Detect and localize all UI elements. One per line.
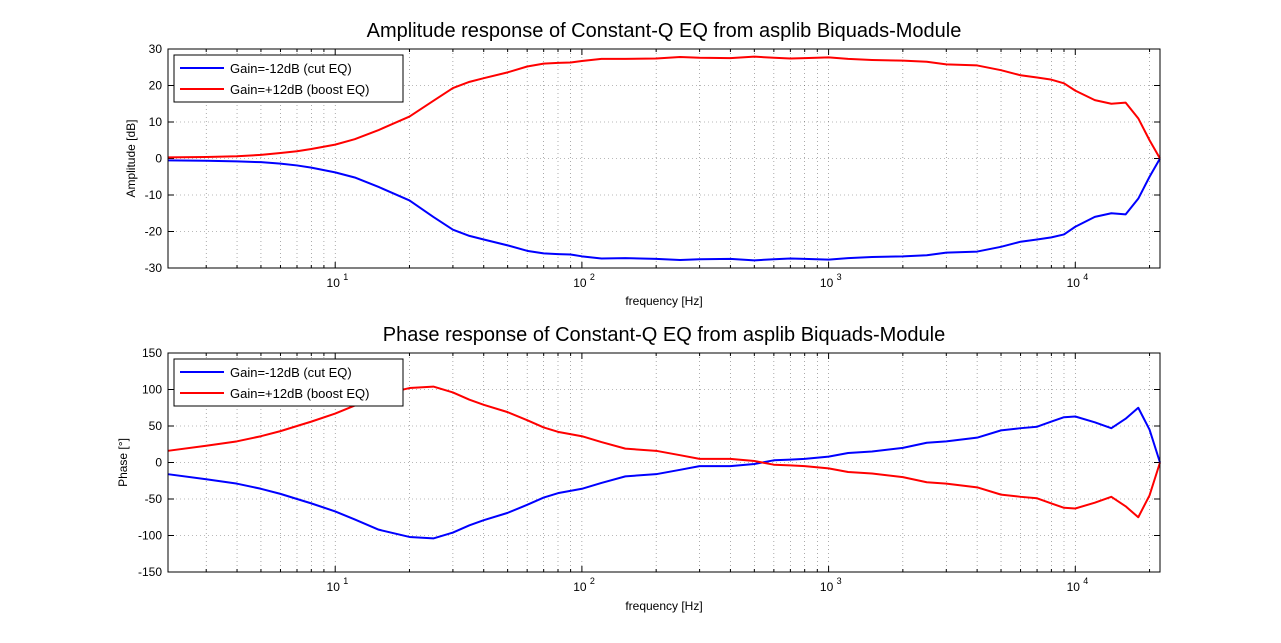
legend-item: Gain=+12dB (boost EQ) [180, 82, 369, 97]
y-tick-label: 20 [149, 79, 163, 93]
y-tick-label: 10 [149, 115, 163, 129]
x-tick-label: 10 4 [1067, 576, 1089, 594]
x-tick-label: 10 1 [327, 272, 349, 290]
legend-item: Gain=-12dB (cut EQ) [180, 365, 352, 380]
legend-item: Gain=-12dB (cut EQ) [180, 61, 352, 76]
chart-title: Phase response of Constant-Q EQ from asp… [383, 324, 946, 346]
x-tick-label-base: 10 [820, 580, 834, 594]
y-tick-label: -10 [145, 188, 163, 202]
x-tick-label-exponent: 3 [837, 576, 842, 586]
y-tick-label: -20 [145, 225, 163, 239]
x-tick-label-base: 10 [1067, 276, 1081, 290]
legend-label: Gain=+12dB (boost EQ) [230, 386, 369, 401]
y-tick-label: 0 [155, 152, 162, 166]
y-tick-label: 30 [149, 42, 163, 56]
x-tick-label-exponent: 4 [1083, 272, 1088, 282]
legend-label: Gain=-12dB (cut EQ) [230, 61, 352, 76]
y-axis-label: Amplitude [dB] [124, 119, 138, 197]
axes-box [167, 48, 1161, 269]
x-tick-label-exponent: 1 [343, 576, 348, 586]
x-tick-label: 10 3 [820, 272, 842, 290]
x-tick-label: 10 4 [1067, 272, 1089, 290]
legend: Gain=-12dB (cut EQ) Gain=+12dB (boost EQ) [173, 358, 404, 407]
x-tick-label: 10 1 [327, 576, 349, 594]
series-line-cut-eq [167, 406, 1161, 540]
y-tick-label: 100 [142, 383, 162, 397]
y-tick-label: 0 [155, 456, 162, 470]
x-tick-label-exponent: 3 [837, 272, 842, 282]
y-axis-label: Phase [°] [116, 438, 130, 487]
x-tick-label-exponent: 4 [1083, 576, 1088, 586]
x-tick-label-base: 10 [573, 276, 587, 290]
x-tick-label-base: 10 [1067, 580, 1081, 594]
y-tick-label: 150 [142, 346, 162, 360]
y-tick-label: -150 [138, 565, 162, 579]
y-tick-label: -100 [138, 529, 162, 543]
y-tick-label: 50 [149, 419, 163, 433]
legend-box [173, 54, 404, 103]
legend-label: Gain=-12dB (cut EQ) [230, 365, 352, 380]
legend: Gain=-12dB (cut EQ) Gain=+12dB (boost EQ) [173, 54, 404, 103]
series-line-boost-eq [167, 55, 1161, 159]
x-tick-label-base: 10 [820, 276, 834, 290]
series-line-cut-eq [167, 158, 1161, 262]
x-tick-label: 10 2 [573, 272, 595, 290]
x-tick-label-exponent: 2 [590, 576, 595, 586]
legend-box [173, 358, 404, 407]
y-tick-label: -50 [145, 492, 163, 506]
x-axis-label: frequency [Hz] [625, 599, 702, 613]
legend-item: Gain=+12dB (boost EQ) [180, 386, 369, 401]
x-tick-label: 10 3 [820, 576, 842, 594]
legend-label: Gain=+12dB (boost EQ) [230, 82, 369, 97]
x-tick-label-exponent: 2 [590, 272, 595, 282]
x-tick-label-base: 10 [327, 580, 341, 594]
axes-box [167, 352, 1161, 573]
x-tick-label-exponent: 1 [343, 272, 348, 282]
x-axis-label: frequency [Hz] [625, 294, 702, 308]
chart-title: Amplitude response of Constant-Q EQ from… [367, 20, 962, 42]
x-tick-label-base: 10 [327, 276, 341, 290]
x-tick-label: 10 2 [573, 576, 595, 594]
x-tick-label-base: 10 [573, 580, 587, 594]
y-tick-label: -30 [145, 261, 163, 275]
